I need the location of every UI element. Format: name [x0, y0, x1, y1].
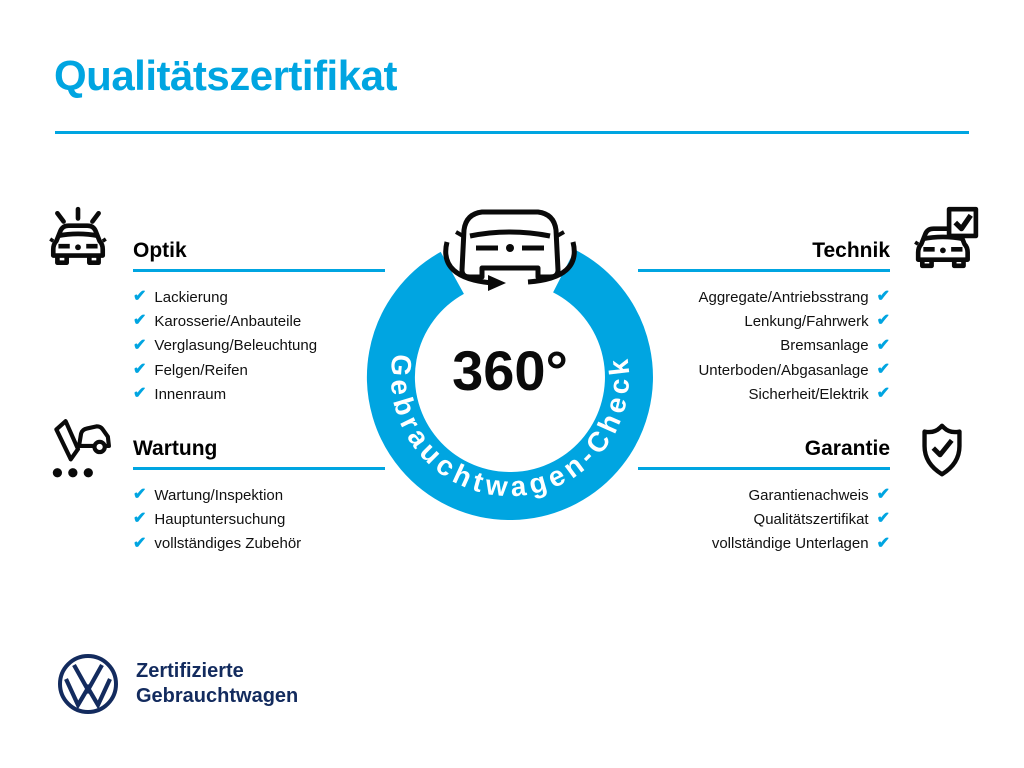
check-icon: ✔	[133, 361, 147, 379]
list-item: Garantienachweis ✔	[638, 483, 890, 507]
degrees-label: 360°	[452, 339, 568, 402]
check-icon: ✔	[133, 288, 147, 306]
list-item: Unterboden/Abgasanlage ✔	[638, 358, 890, 382]
section-divider	[638, 467, 890, 470]
car-360-icon	[443, 209, 577, 291]
section-garantie-title: Garantie	[804, 437, 890, 460]
check-icon: ✔	[133, 312, 147, 330]
item-label: Verglasung/Beleuchtung	[154, 337, 318, 355]
car-checkbox-icon	[914, 206, 979, 269]
section-divider	[133, 269, 385, 272]
list-item: ✔ Lackierung	[133, 285, 385, 309]
list-item: ✔ Verglasung/Beleuchtung	[133, 334, 385, 358]
vw-logo-icon	[58, 654, 118, 714]
section-wartung: Wartung ✔ Wartung/Inspektion ✔ Hauptunters…	[133, 438, 385, 556]
shield-check-icon	[922, 423, 962, 477]
check-icon: ✔	[133, 534, 147, 552]
check-icon: ✔	[133, 486, 147, 504]
list-item: Lenkung/Fahrwerk ✔	[638, 309, 890, 333]
item-label: Garantienachweis	[748, 486, 869, 504]
garantie-item-list: Garantienachweis ✔ Qualitätszertifikat ✔ v…	[638, 483, 890, 556]
item-label: Qualitätszertifikat	[753, 510, 869, 528]
section-wartung-title: Wartung	[133, 437, 218, 460]
check-icon: ✔	[876, 510, 890, 528]
car-shine-icon	[49, 206, 107, 266]
check-icon: ✔	[133, 385, 147, 403]
list-item: Qualitätszertifikat ✔	[638, 507, 890, 531]
check-icon: ✔	[876, 336, 890, 354]
section-technik-title: Technik	[812, 239, 890, 262]
list-item: ✔ Wartung/Inspektion	[133, 483, 385, 507]
item-label: Unterboden/Abgasanlage	[698, 361, 869, 379]
check-icon: ✔	[876, 385, 890, 403]
item-label: vollständige Unterlagen	[711, 535, 869, 553]
item-label: Lackierung	[154, 288, 228, 306]
item-label: Felgen/Reifen	[154, 361, 248, 379]
footer-brand-line2: Gebrauchtwagen	[136, 685, 299, 707]
list-item: Sicherheit/Elektrik ✔	[638, 382, 890, 406]
list-item: ✔ vollständiges Zubehör	[133, 532, 385, 556]
check-icon: ✔	[876, 486, 890, 504]
item-label: vollständiges Zubehör	[154, 535, 302, 553]
list-item: vollständige Unterlagen ✔	[638, 532, 890, 556]
check-icon: ✔	[876, 312, 890, 330]
page-title: Qualitätszertifikat	[54, 52, 397, 99]
wartung-item-list: ✔ Wartung/Inspektion ✔ Hauptuntersuchung ✔…	[133, 483, 385, 556]
footer-brand-line1: Zertifizierte	[136, 660, 244, 682]
section-divider	[638, 269, 890, 272]
item-label: Aggregate/Antriebsstrang	[698, 288, 869, 306]
section-garantie: Garantie Garantienachweis ✔ Qualitätszert…	[638, 438, 890, 556]
section-optik: Optik ✔ Lackierung ✔ Karosserie/Anbauteile…	[133, 240, 385, 406]
technik-item-list: Aggregate/Antriebsstrang ✔ Lenkung/Fahrwe…	[638, 285, 890, 406]
item-label: Wartung/Inspektion	[154, 486, 284, 504]
item-label: Sicherheit/Elektrik	[748, 385, 869, 403]
item-label: Lenkung/Fahrwerk	[744, 312, 869, 330]
footer-brand-text: Zertifizierte Gebrauchtwagen	[136, 659, 298, 709]
check-icon: ✔	[876, 288, 890, 306]
item-label: Bremsanlage	[780, 337, 869, 355]
section-divider	[133, 467, 385, 470]
item-label: Hauptuntersuchung	[154, 510, 286, 528]
list-item: Bremsanlage ✔	[638, 334, 890, 358]
360-check-ring: Gebrauchtwagen-Check 360°	[366, 209, 653, 520]
title-divider	[55, 131, 969, 134]
section-technik: Technik Aggregate/Antriebsstrang ✔ Lenkun…	[638, 240, 890, 406]
check-icon: ✔	[133, 336, 147, 354]
list-item: ✔ Innenraum	[133, 382, 385, 406]
ring-arc	[366, 249, 653, 520]
check-icon: ✔	[133, 510, 147, 528]
item-label: Karosserie/Anbauteile	[154, 312, 302, 330]
check-icon: ✔	[876, 534, 890, 552]
section-optik-title: Optik	[133, 239, 187, 262]
list-item: Aggregate/Antriebsstrang ✔	[638, 285, 890, 309]
list-item: ✔ Karosserie/Anbauteile	[133, 309, 385, 333]
item-label: Innenraum	[154, 385, 227, 403]
optik-item-list: ✔ Lackierung ✔ Karosserie/Anbauteile ✔ Verg…	[133, 285, 385, 406]
list-item: ✔ Hauptuntersuchung	[133, 507, 385, 531]
check-icon: ✔	[876, 361, 890, 379]
service-checklist-icon	[52, 419, 111, 478]
list-item: ✔ Felgen/Reifen	[133, 358, 385, 382]
